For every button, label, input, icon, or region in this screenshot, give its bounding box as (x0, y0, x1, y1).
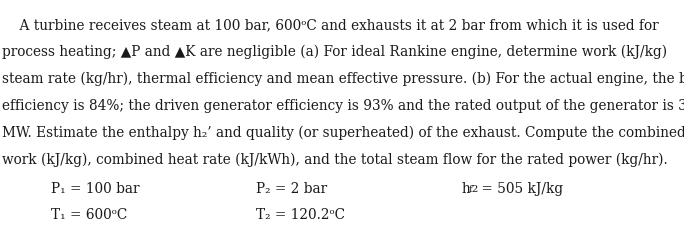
Text: = 505 kJ/kg: = 505 kJ/kg (477, 182, 564, 196)
Text: MW. Estimate the enthalpy h₂’ and quality (or superheated) of the exhaust. Compu: MW. Estimate the enthalpy h₂’ and qualit… (2, 126, 684, 140)
Text: process heating; ▲P and ▲K are negligible (a) For ideal Rankine engine, determin: process heating; ▲P and ▲K are negligibl… (2, 45, 667, 59)
Text: P₂ = 2 bar: P₂ = 2 bar (256, 182, 328, 196)
Text: P₁ = 100 bar: P₁ = 100 bar (51, 182, 140, 196)
Text: A turbine receives steam at 100 bar, 600ᵒC and exhausts it at 2 bar from which i: A turbine receives steam at 100 bar, 600… (2, 18, 659, 32)
Text: steam rate (kg/hr), thermal efficiency and mean effective pressure. (b) For the : steam rate (kg/hr), thermal efficiency a… (2, 72, 684, 86)
Text: T₂ = 120.2ᵒC: T₂ = 120.2ᵒC (256, 208, 345, 222)
Text: f2: f2 (469, 185, 479, 194)
Text: T₁ = 600ᵒC: T₁ = 600ᵒC (51, 208, 127, 222)
Text: efficiency is 84%; the driven generator efficiency is 93% and the rated output o: efficiency is 84%; the driven generator … (2, 99, 684, 113)
Text: h: h (462, 182, 471, 196)
Text: work (kJ/kg), combined heat rate (kJ/kWh), and the total steam flow for the rate: work (kJ/kg), combined heat rate (kJ/kWh… (2, 153, 668, 167)
